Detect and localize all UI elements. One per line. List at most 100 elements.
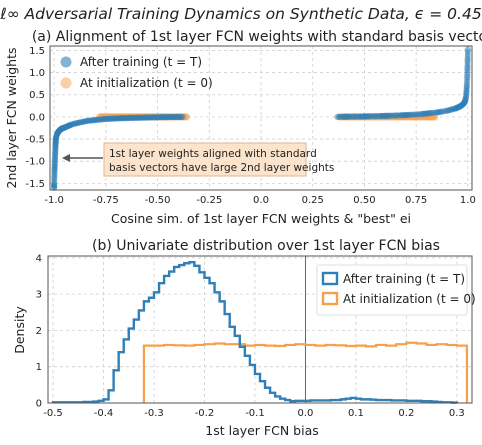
panel-a-legend: After training (t = T) At initialization… <box>60 55 213 90</box>
trained-point <box>464 78 471 85</box>
y-tick-label: 1 <box>36 362 42 373</box>
trained-point <box>365 113 372 120</box>
legend-a-label-after: After training (t = T) <box>80 55 202 69</box>
panel-a-ticks: -1.0 -0.75 -0.50 -0.25 0.0 0.25 0.50 0.75 1.0 -1.… <box>25 46 475 206</box>
trained-point <box>464 64 471 72</box>
y-tick-label: -0.5 <box>25 135 45 146</box>
y-tick-label: 4 <box>36 253 42 264</box>
x-tick-label: -0.5 <box>43 408 63 419</box>
trained-point <box>464 56 471 63</box>
legend-b-marker-after <box>321 271 339 286</box>
trained-point <box>464 69 471 76</box>
trained-point <box>346 113 353 120</box>
panel-b-frame <box>47 255 473 404</box>
trained-point <box>406 111 414 118</box>
trained-point <box>387 112 394 119</box>
trained-point <box>392 112 399 119</box>
trained-point <box>51 155 59 163</box>
y-tick-label: 3 <box>36 290 42 301</box>
x-tick-label: 0.75 <box>405 195 427 206</box>
panel-a-xlabel: Cosine sim. of 1st layer FCN weights & "… <box>111 211 411 226</box>
trained-point <box>439 108 446 115</box>
trained-point <box>464 71 471 78</box>
figure-suptitle: ℓ∞ Adversarial Training Dynamics on Synt… <box>0 5 482 23</box>
x-tick-label: -1.0 <box>44 195 64 206</box>
x-tick-label: -0.25 <box>196 195 222 206</box>
panel-a-title: (a) Alignment of 1st layer FCN weights w… <box>32 29 482 45</box>
y-tick-label: 0.0 <box>29 112 45 123</box>
trained-point <box>464 60 471 67</box>
y-tick-label: -1.0 <box>25 157 45 168</box>
y-tick-label: 2 <box>36 326 42 337</box>
trained-point <box>427 109 434 117</box>
trained-point <box>334 113 341 121</box>
legend-a-label-init: At initialization (t = 0) <box>80 76 213 90</box>
x-tick-label: 0.0 <box>253 195 269 206</box>
x-tick-label: -0.2 <box>195 408 215 419</box>
y-tick-label: -1.5 <box>25 179 45 190</box>
x-tick-label: 0.25 <box>302 195 324 206</box>
trained-point <box>437 108 445 115</box>
trained-point <box>350 113 358 120</box>
panel-b-title: (b) Univariate distribution over 1st lay… <box>92 238 440 254</box>
x-tick-label: -0.50 <box>145 195 171 206</box>
trained-point <box>336 113 343 120</box>
trained-point <box>367 113 374 120</box>
legend-b-label-after: After training (t = T) <box>343 272 465 286</box>
trained-point <box>371 112 378 120</box>
panel-a-frame <box>49 45 473 191</box>
panel-b-marks <box>51 256 469 404</box>
annotation-arrowhead <box>62 154 70 162</box>
annotation-line1: 1st layer weights aligned with standard <box>109 148 317 160</box>
panel-a-ylabel: 2nd layer FCN weights <box>4 47 19 188</box>
annotation-box <box>103 142 307 177</box>
x-tick-label: -0.1 <box>245 408 265 419</box>
trained-point <box>51 179 58 186</box>
trained-point <box>51 161 58 168</box>
y-tick-label: 0 <box>36 399 42 410</box>
trained-point <box>373 113 380 120</box>
panel-a-annotation: 1st layer weights aligned with standard … <box>62 142 334 177</box>
trained-point <box>352 113 359 120</box>
trained-point <box>386 112 393 119</box>
trained-point <box>464 53 471 60</box>
trained-point <box>394 112 401 119</box>
x-tick-label: -0.4 <box>94 408 114 419</box>
x-tick-label: 0.50 <box>353 195 375 206</box>
trained-point <box>412 111 420 118</box>
trained-point <box>50 181 58 188</box>
hist-trained-step <box>51 260 459 404</box>
trained-point <box>51 173 58 180</box>
x-tick-label: -0.3 <box>144 408 164 419</box>
panel-b-ticks: -0.5 -0.4 -0.3 -0.2 -0.1 0.0 0.1 0.2 0.3 0 1 2 3 4 <box>36 253 465 419</box>
legend-a-marker-after <box>60 56 72 68</box>
annotation-line2: basis vectors have large 2nd layer weigh… <box>109 162 334 174</box>
trained-point <box>464 73 471 81</box>
trained-point <box>464 51 471 58</box>
x-tick-label: 1.0 <box>460 195 476 206</box>
trained-point <box>51 166 58 174</box>
trained-point <box>463 87 470 94</box>
trained-point <box>408 111 415 118</box>
trained-point <box>429 109 436 116</box>
legend-b-marker-init <box>321 291 339 306</box>
panel-b-ylabel: Density <box>12 306 27 354</box>
trained-point <box>462 95 469 102</box>
trained-point <box>179 113 186 121</box>
x-tick-label: 0.1 <box>348 408 364 419</box>
trained-point <box>464 62 471 69</box>
panel-a: (a) Alignment of 1st layer FCN weights w… <box>4 29 482 226</box>
trained-point <box>414 111 421 118</box>
panel-b: (b) Univariate distribution over 1st lay… <box>12 238 476 438</box>
y-tick-label: 1.5 <box>29 46 45 57</box>
trained-point <box>51 150 59 157</box>
y-tick-label: 1.0 <box>29 68 45 79</box>
y-tick-label: 0.5 <box>29 90 45 101</box>
legend-b-box <box>316 264 468 316</box>
panel-b-legend: After training (t = T) At initialization… <box>316 264 476 316</box>
x-tick-label: 0.2 <box>398 408 414 419</box>
trained-point <box>344 113 352 120</box>
x-tick-label: 0.3 <box>449 408 465 419</box>
panel-b-xlabel: 1st layer FCN bias <box>205 423 319 438</box>
